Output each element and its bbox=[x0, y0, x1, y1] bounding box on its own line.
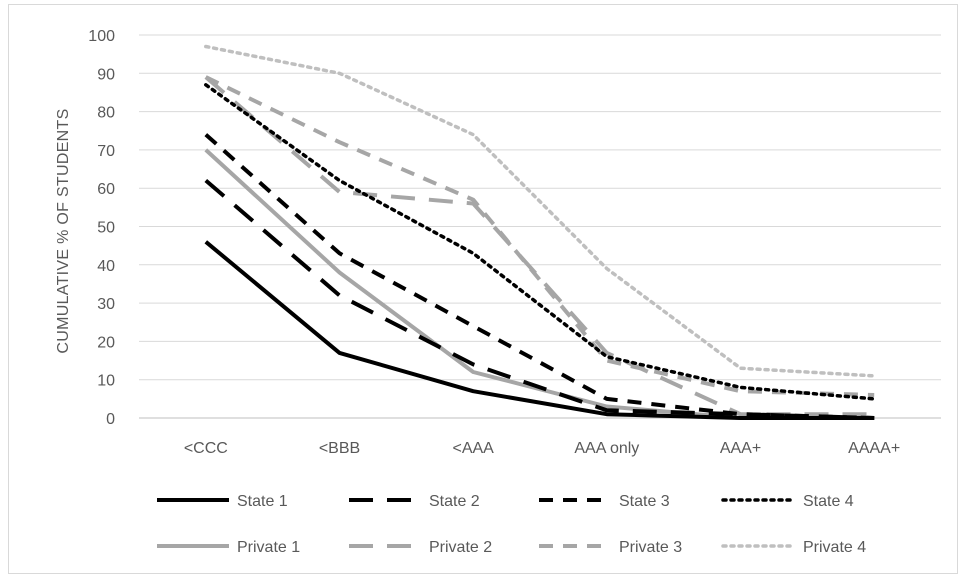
series-line-state-4 bbox=[204, 83, 876, 401]
series-line-private-1 bbox=[204, 148, 875, 420]
series-line-state-1 bbox=[204, 240, 875, 420]
legend-label: State 3 bbox=[619, 493, 670, 510]
x-tick-label: <CCC bbox=[184, 440, 228, 457]
series-lines bbox=[204, 44, 876, 420]
y-tick-label: 80 bbox=[97, 105, 115, 122]
legend: State 1 State 2 State 3 State 4 Private 1 Pri… bbox=[157, 493, 866, 556]
line-chart: 0 10 20 30 40 50 60 70 80 90 100 <CCC <BBB <AAA AAA o… bbox=[55, 28, 941, 556]
y-tick-label: 20 bbox=[97, 334, 115, 351]
x-tick-label: AAA only bbox=[574, 440, 639, 457]
y-tick-label: 10 bbox=[97, 373, 115, 390]
y-tick-label: 0 bbox=[106, 411, 115, 428]
series-line-private-3 bbox=[204, 75, 875, 397]
legend-label: Private 1 bbox=[237, 539, 300, 556]
y-tick-label: 60 bbox=[97, 181, 115, 198]
legend-label: State 1 bbox=[237, 493, 288, 510]
legend-label: State 4 bbox=[803, 493, 854, 510]
series-line-private-4 bbox=[204, 44, 876, 378]
series-line-state-3 bbox=[204, 133, 875, 420]
chart-frame: 0 10 20 30 40 50 60 70 80 90 100 <CCC <BBB <AAA AAA o… bbox=[8, 4, 958, 574]
y-tick-label: 100 bbox=[88, 28, 115, 45]
x-axis-ticks: <CCC <BBB <AAA AAA only AAA+ AAAA+ bbox=[184, 440, 900, 457]
y-tick-label: 50 bbox=[97, 220, 115, 237]
x-tick-label: <AAA bbox=[452, 440, 494, 457]
series-line-state-2 bbox=[204, 178, 875, 420]
legend-label: Private 2 bbox=[429, 539, 492, 556]
legend-label: Private 3 bbox=[619, 539, 682, 556]
y-tick-label: 70 bbox=[97, 143, 115, 160]
y-axis-ticks: 0 10 20 30 40 50 60 70 80 90 100 bbox=[88, 28, 115, 428]
legend-label: State 2 bbox=[429, 493, 480, 510]
x-tick-label: <BBB bbox=[319, 440, 360, 457]
x-tick-label: AAAA+ bbox=[848, 440, 900, 457]
y-tick-label: 90 bbox=[97, 66, 115, 83]
x-tick-label: AAA+ bbox=[720, 440, 761, 457]
y-axis-label: CUMULATIVE % OF STUDENTS bbox=[55, 108, 72, 353]
gridlines bbox=[139, 34, 941, 419]
y-tick-label: 30 bbox=[97, 296, 115, 313]
series-line-private-2 bbox=[204, 75, 875, 417]
legend-label: Private 4 bbox=[803, 539, 866, 556]
y-tick-label: 40 bbox=[97, 258, 115, 275]
